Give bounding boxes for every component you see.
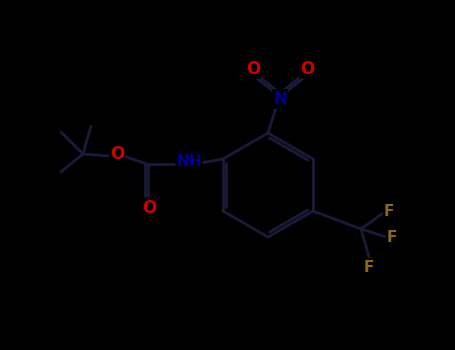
Text: N: N [273,90,287,108]
Text: F: F [364,259,374,274]
Text: F: F [387,230,397,245]
Text: F: F [384,203,394,218]
Text: O: O [246,60,260,78]
Text: O: O [300,60,314,78]
Text: O: O [142,199,156,217]
Text: O: O [110,145,124,163]
Text: NH: NH [176,154,202,169]
